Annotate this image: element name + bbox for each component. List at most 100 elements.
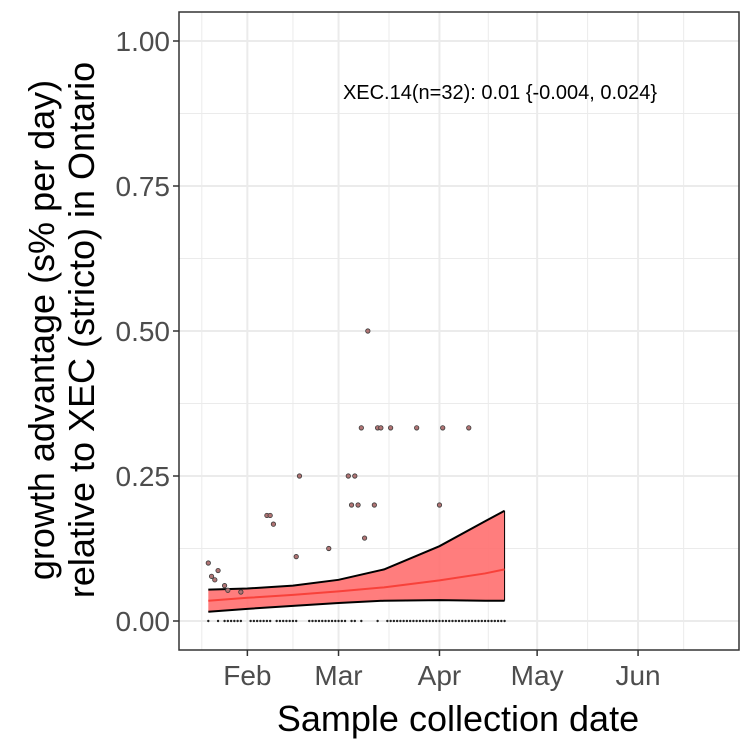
data-point [440, 425, 446, 431]
zero-point [308, 619, 311, 623]
zero-point [412, 619, 415, 623]
y-tick-label: 1.00 [116, 26, 171, 57]
zero-point [480, 619, 483, 623]
zero-point [265, 619, 269, 623]
zero-point [389, 619, 392, 623]
fit-line [208, 568, 505, 602]
zero-point [340, 619, 343, 623]
zero-point [285, 619, 288, 623]
zero-point [295, 619, 298, 623]
zero-point [483, 619, 487, 623]
zero-point [454, 619, 457, 623]
zero-point [461, 619, 464, 623]
zero-point [288, 619, 291, 623]
zero-point [441, 619, 444, 623]
zero-point [405, 619, 409, 623]
confidence-ribbon-layer [208, 509, 506, 613]
data-point [215, 567, 221, 574]
x-tick-label: Mar [314, 660, 362, 691]
zero-point [474, 619, 477, 623]
zero-point [428, 619, 431, 623]
zero-point [324, 619, 327, 623]
zero-point [490, 619, 493, 623]
zero-point [451, 619, 454, 623]
zero-point [268, 619, 272, 623]
zero-point [464, 619, 467, 623]
zero-point [249, 619, 252, 623]
zero-point [477, 619, 480, 623]
rug-layer [207, 619, 506, 623]
zero-point [259, 619, 262, 623]
data-point [436, 502, 443, 508]
data-point [378, 425, 384, 431]
ribbon-lower-bound [208, 599, 505, 613]
zero-point [255, 619, 259, 623]
zero-point [418, 619, 422, 623]
zero-point [226, 619, 230, 623]
data-point [348, 502, 355, 508]
y-tick-label: 0.25 [116, 461, 171, 492]
data-point [388, 425, 394, 431]
zero-point [350, 619, 353, 623]
zero-point [467, 619, 470, 623]
data-point [326, 545, 332, 552]
data-point [208, 573, 215, 579]
zero-point [435, 619, 438, 623]
zero-point [438, 619, 441, 623]
data-point [238, 589, 244, 595]
zero-point [392, 619, 396, 623]
zero-point [262, 619, 265, 623]
zero-point [496, 619, 500, 623]
grid-lines [179, 12, 739, 650]
zero-point [470, 619, 474, 623]
zero-point [252, 619, 256, 623]
zero-point [291, 619, 295, 623]
y-axis-title-line2: relative to XEC (stricto) in Ontario [61, 62, 102, 598]
data-point [212, 577, 218, 583]
zero-point [239, 619, 243, 623]
zero-point [337, 619, 340, 623]
data-point [466, 425, 472, 431]
zero-point [399, 619, 402, 623]
zero-point [457, 619, 461, 623]
zero-point [487, 619, 490, 623]
x-tick-label: Apr [418, 660, 462, 691]
x-tick-label: May [511, 660, 564, 691]
zero-point [216, 619, 220, 623]
x-tick-label: Jun [615, 660, 660, 691]
ribbon-upper-bound [208, 509, 506, 591]
zero-point [415, 619, 418, 623]
points-layer [205, 328, 472, 595]
zero-point [500, 619, 503, 623]
zero-point [386, 619, 389, 623]
data-point [352, 473, 358, 479]
x-tick-label: Feb [223, 660, 271, 691]
x-axis-title: Sample collection date [277, 698, 639, 739]
zero-point [207, 619, 210, 623]
data-point [345, 473, 351, 479]
data-point [365, 328, 371, 334]
zero-point [229, 619, 233, 623]
zero-point [360, 619, 363, 623]
zero-point [321, 619, 324, 623]
data-point [221, 583, 228, 589]
data-point [414, 425, 420, 431]
data-point [296, 473, 303, 479]
zero-point [334, 619, 337, 623]
zero-point [327, 619, 330, 623]
zero-point [317, 619, 321, 623]
data-point [270, 521, 277, 527]
zero-point [281, 619, 285, 623]
data-point [371, 502, 377, 508]
zero-point [233, 619, 236, 623]
zero-point [421, 619, 425, 623]
zero-point [425, 619, 428, 623]
data-point [361, 535, 368, 541]
y-tick-label: 0.75 [116, 171, 171, 202]
fit-annotation: XEC.14(n=32): 0.01 {-0.004, 0.024} [343, 82, 657, 104]
zero-point [376, 619, 379, 623]
zero-point [278, 619, 282, 623]
zero-point [330, 619, 334, 623]
